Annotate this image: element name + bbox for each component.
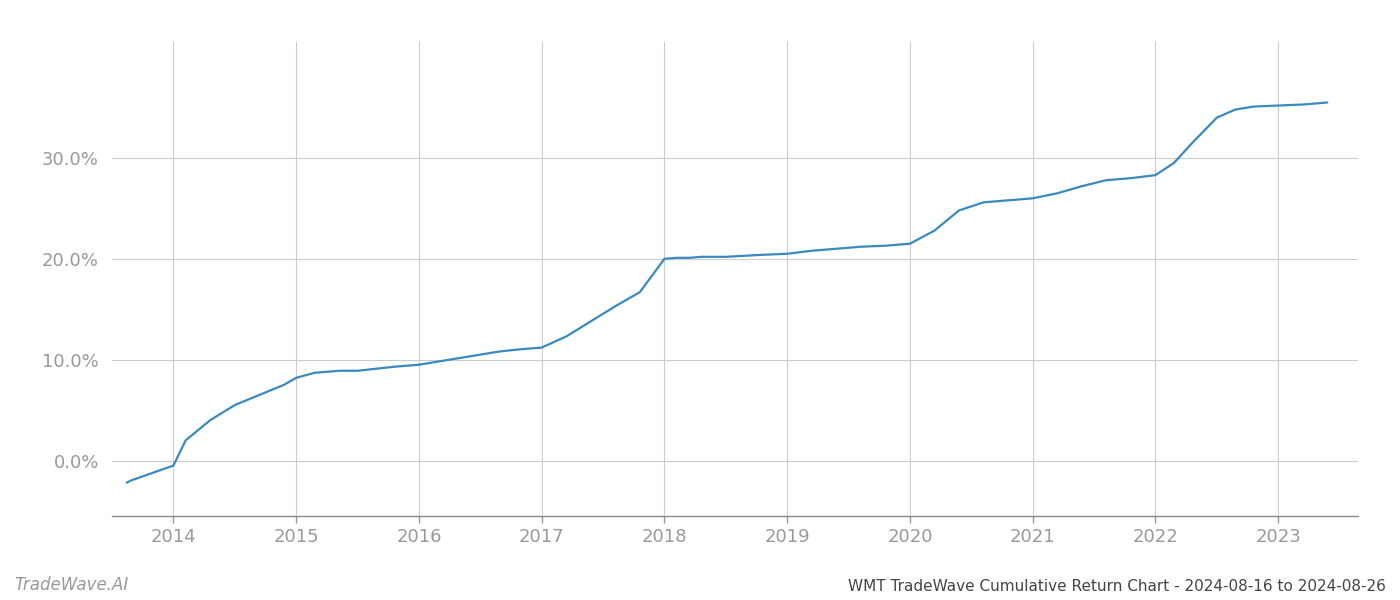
Text: WMT TradeWave Cumulative Return Chart - 2024-08-16 to 2024-08-26: WMT TradeWave Cumulative Return Chart - … [848, 579, 1386, 594]
Text: TradeWave.AI: TradeWave.AI [14, 576, 129, 594]
